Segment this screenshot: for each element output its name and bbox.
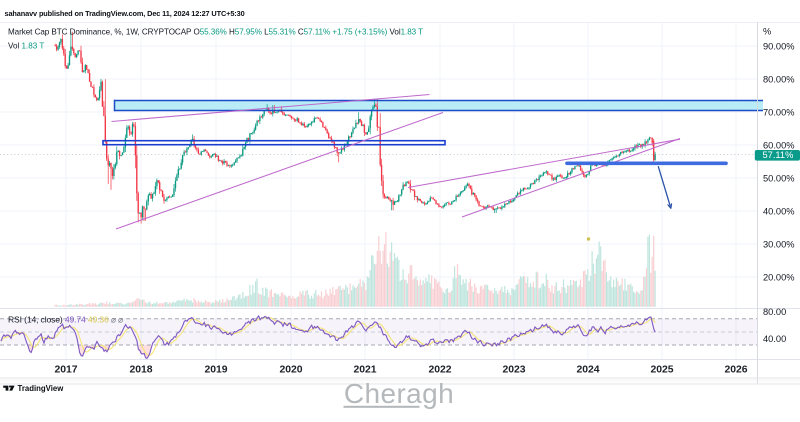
- svg-text:57.11%: 57.11%: [763, 150, 794, 160]
- svg-text:Vol 1.83 T: Vol 1.83 T: [8, 41, 44, 50]
- svg-text:Cheragh: Cheragh: [344, 378, 454, 409]
- svg-text:2022: 2022: [428, 365, 451, 376]
- svg-text:2020: 2020: [279, 365, 302, 376]
- svg-text:50.00%: 50.00%: [763, 173, 795, 183]
- svg-text:2018: 2018: [129, 365, 152, 376]
- svg-text:2026: 2026: [724, 365, 747, 376]
- svg-text:70.00%: 70.00%: [763, 107, 795, 117]
- svg-text:RSI (14, close) 49.74 49.36 ⌀: RSI (14, close) 49.74 49.36 ⌀ ⌀: [8, 314, 124, 324]
- svg-text:20.00%: 20.00%: [763, 272, 795, 282]
- svg-text:2021: 2021: [353, 365, 376, 376]
- svg-text:sahanavv published on TradingV: sahanavv published on TradingView.com, D…: [5, 9, 245, 18]
- svg-text:30.00%: 30.00%: [763, 239, 795, 249]
- svg-text:2019: 2019: [204, 365, 227, 376]
- svg-text:2024: 2024: [576, 365, 599, 376]
- svg-text:60.00%: 60.00%: [763, 140, 795, 150]
- svg-text:80.00%: 80.00%: [763, 74, 795, 84]
- svg-text:2017: 2017: [54, 365, 77, 376]
- svg-text:%: %: [763, 27, 771, 37]
- svg-text:80.00: 80.00: [763, 307, 786, 317]
- svg-text:90.00%: 90.00%: [763, 41, 795, 51]
- svg-text:40.00: 40.00: [763, 334, 786, 344]
- svg-text:2023: 2023: [502, 365, 525, 376]
- svg-text:2025: 2025: [650, 365, 673, 376]
- svg-text:40.00%: 40.00%: [763, 206, 795, 216]
- svg-text:Market Cap BTC Dominance, %, 1: Market Cap BTC Dominance, %, 1W, CRYPTOC…: [8, 27, 423, 36]
- svg-text:TradingView: TradingView: [18, 384, 65, 393]
